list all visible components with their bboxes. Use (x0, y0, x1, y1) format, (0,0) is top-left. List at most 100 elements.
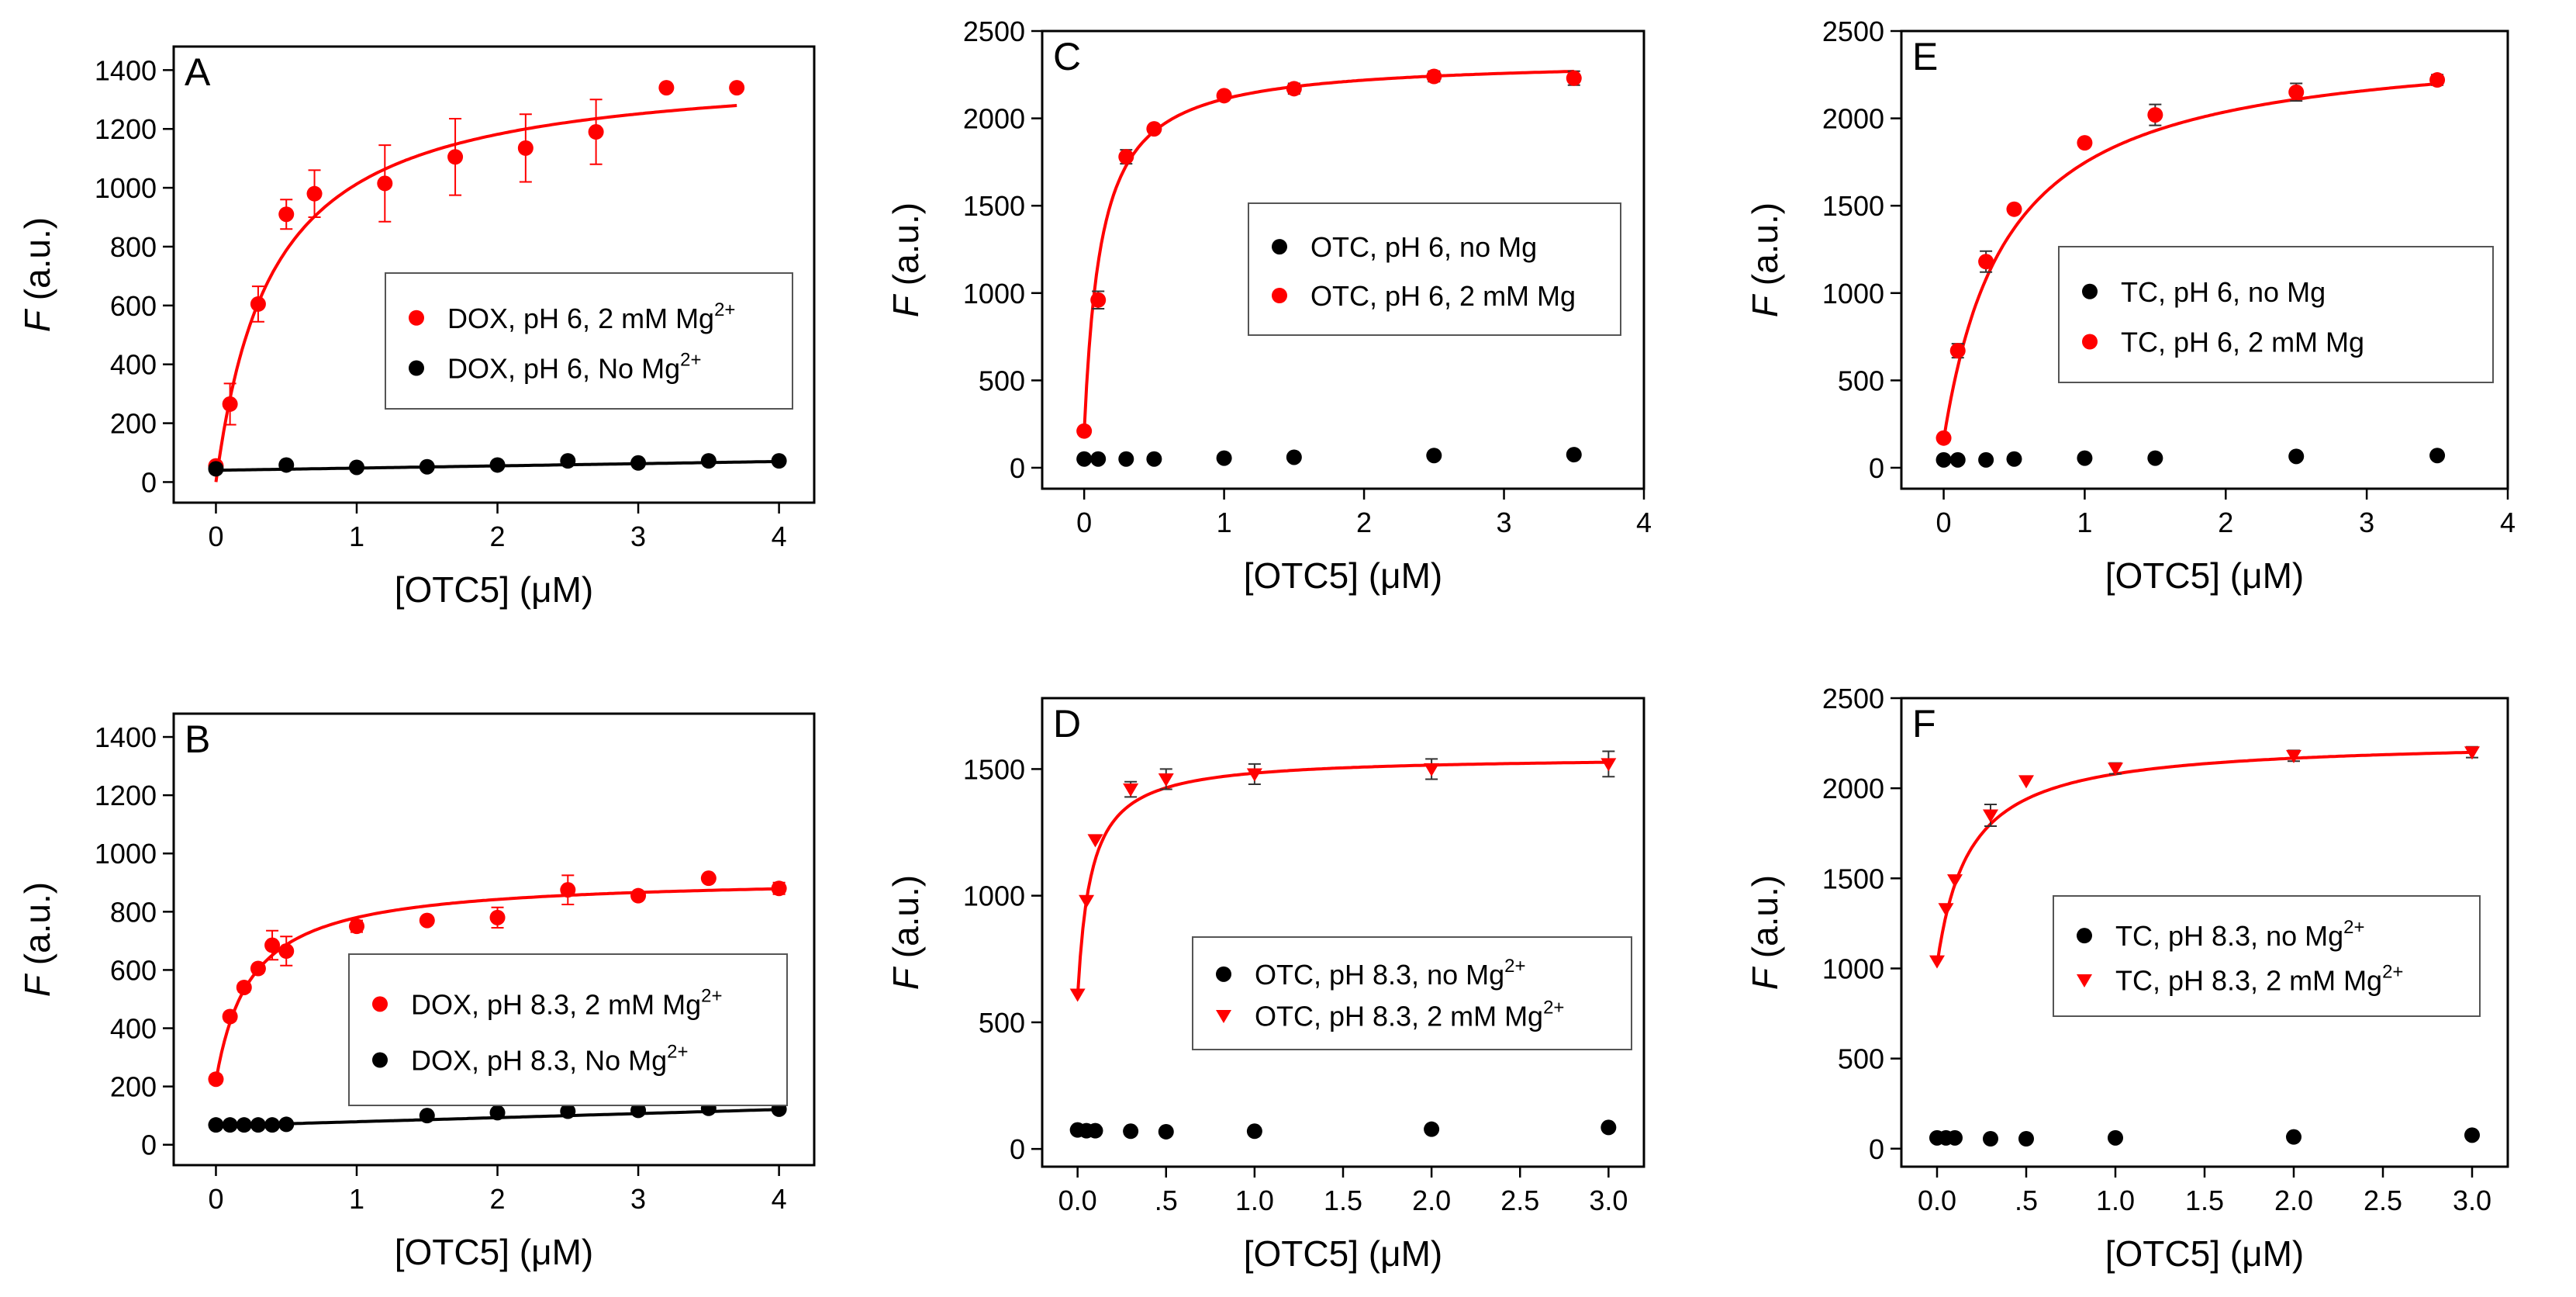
y-tick-label: 800 (110, 231, 157, 263)
fit-line (1083, 70, 1574, 434)
y-tick-label: 0 (1010, 452, 1025, 484)
legend: TC, pH 8.3, no Mg2+ TC, pH 8.3, 2 mM Mg2+ (2053, 895, 2481, 1017)
data-point (2018, 1130, 2034, 1147)
data-point (250, 960, 266, 977)
x-tick-label: 1 (349, 521, 364, 552)
legend: DOX, pH 6, 2 mM Mg2+ DOX, pH 6, No Mg2+ (385, 272, 793, 410)
data-point (2108, 1129, 2123, 1146)
legend-label: DOX, pH 6, No Mg2+ (447, 350, 701, 385)
panel-label: F (1912, 702, 1936, 745)
legend: OTC, pH 6, no Mg OTC, pH 6, 2 mM Mg (1248, 202, 1621, 336)
x-tick-label: 4 (1636, 507, 1652, 538)
y-tick-label: 1000 (963, 278, 1025, 310)
legend-marker (1216, 1010, 1231, 1023)
legend-box (348, 953, 788, 1106)
data-point (419, 1108, 435, 1124)
y-tick-label: 1000 (95, 838, 157, 870)
legend-label: DOX, pH 8.3, No Mg2+ (411, 1042, 689, 1077)
x-tick-label: .5 (1155, 1185, 1178, 1216)
panel-c: 0 500 1000 1500 2000 2500 0 1 2 3 4 [OTC5] (μM) F (a… (886, 16, 1652, 596)
data-point (1158, 1123, 1174, 1140)
legend-label: OTC, pH 6, 2 mM Mg (1310, 280, 1576, 312)
x-tick-label: 2.0 (1412, 1185, 1451, 1216)
plot-frame (172, 712, 816, 1167)
data-point (278, 457, 295, 473)
legend-label: OTC, pH 8.3, 2 mM Mg2+ (1255, 998, 1564, 1032)
x-axis-label: [OTC5] (μM) (395, 1232, 593, 1272)
x-tick-label: 0.0 (1058, 1185, 1097, 1216)
data-point (208, 1117, 224, 1133)
panel-b: 0 200 400 600 800 1000 1200 1400 0 1 2 3 4 [OTC5] (μM… (17, 712, 816, 1272)
y-tick-label: 800 (110, 896, 157, 928)
fit-line (1935, 750, 2472, 966)
fit-line (1942, 82, 2438, 441)
x-tick-label: 2.0 (2274, 1185, 2313, 1216)
series-1 (208, 80, 745, 482)
x-tick-label: 2 (1356, 507, 1372, 538)
data-point (1566, 70, 1582, 86)
plot-frame (1900, 29, 2509, 490)
legend-label: TC, pH 6, no Mg (2121, 276, 2326, 308)
data-point (2288, 84, 2305, 100)
y-axis-label: F (a.u.) (886, 875, 926, 990)
x-axis-label: [OTC5] (μM) (2105, 555, 2304, 596)
series-1 (208, 870, 787, 1088)
x-tick-label: 1.5 (1324, 1185, 1362, 1216)
data-point (1118, 149, 1134, 165)
x-tick-label: 0.0 (1918, 1185, 1956, 1216)
data-point (560, 882, 576, 898)
data-point (264, 937, 281, 953)
panel-label: C (1053, 35, 1081, 78)
data-point (1090, 451, 1107, 467)
data-point (236, 979, 252, 995)
data-point (1426, 68, 1442, 85)
legend-marker (2082, 334, 2098, 350)
data-point (349, 459, 364, 476)
data-point (222, 396, 238, 412)
legend-marker (2082, 283, 2098, 299)
data-point (2464, 746, 2480, 760)
x-tick-label: 0 (1936, 507, 1952, 538)
legend-marker (2077, 974, 2092, 987)
x-tick-label: 3 (630, 1183, 646, 1215)
data-point (349, 918, 364, 935)
data-point (2429, 448, 2446, 464)
x-tick-label: 2 (490, 521, 506, 552)
data-point (2018, 775, 2034, 789)
data-point (2286, 1129, 2301, 1145)
data-point (771, 880, 787, 897)
panel-e: 0 500 1000 1500 2000 2500 0 1 2 3 4 [OTC5] (μM) F (a… (1745, 16, 2516, 596)
legend-label: DOX, pH 8.3, 2 mM Mg2+ (411, 985, 722, 1020)
data-point (2464, 1127, 2480, 1143)
data-point (2077, 135, 2093, 151)
y-tick-label: 2000 (1822, 103, 1884, 135)
x-tick-label: 1.5 (2185, 1185, 2224, 1216)
data-point (2288, 448, 2305, 465)
data-point (278, 943, 295, 960)
x-axis-label: [OTC5] (μM) (2105, 1233, 2304, 1274)
data-point (1929, 955, 1945, 969)
legend-marker (409, 360, 424, 376)
data-point (278, 1116, 295, 1133)
x-tick-label: 1.0 (1235, 1185, 1274, 1216)
data-point (1079, 894, 1095, 908)
y-tick-label: 1000 (963, 880, 1025, 912)
x-tick-label: 1.0 (2096, 1185, 2135, 1216)
x-axis-label: [OTC5] (μM) (1244, 1233, 1442, 1274)
y-tick-label: 2000 (1822, 773, 1884, 804)
data-point (771, 453, 787, 469)
x-tick-label: 3 (1497, 507, 1512, 538)
data-point (1978, 451, 1994, 468)
data-point (377, 175, 393, 192)
fit-line (214, 887, 779, 1081)
legend-label: OTC, pH 8.3, no Mg2+ (1255, 956, 1526, 991)
y-tick-label: 1500 (1822, 190, 1884, 222)
data-point (1601, 758, 1617, 772)
panel-label: A (185, 50, 211, 94)
x-tick-label: 4 (772, 521, 787, 552)
series-2 (208, 453, 787, 477)
legend-label: TC, pH 8.3, 2 mM Mg2+ (2115, 962, 2403, 997)
panel-f: 0 500 1000 1500 2000 2500 0.0 .5 1.0 1.5 2.0 2.5 3.0… (1745, 683, 2509, 1274)
data-point (264, 1117, 281, 1133)
legend-marker (2077, 928, 2092, 944)
